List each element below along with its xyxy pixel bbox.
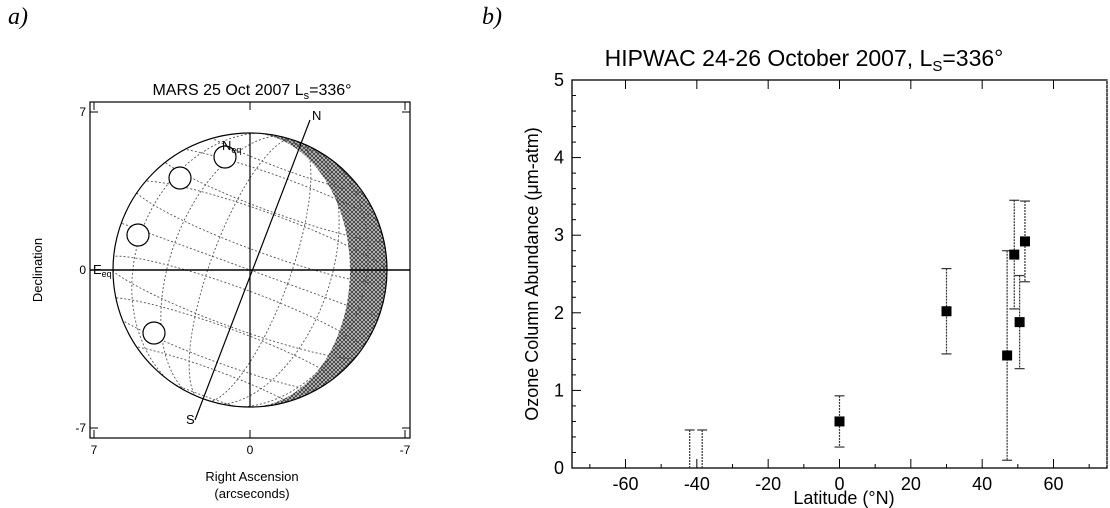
a-x-tick-label: -7 [400,443,411,457]
y-tick-label: 5 [554,70,564,90]
north-eq-label: Neq [222,138,241,155]
x-tick-label: 20 [901,474,921,494]
x-tick-label: 40 [972,474,992,494]
x-tick-label: -40 [684,474,710,494]
south-pole-label: S [186,412,195,427]
a-y-tick-label: 0 [79,263,86,277]
data-point [1014,317,1025,328]
panel-a-title: MARS 25 Oct 2007 Ls=336° [152,82,351,102]
a-x-tick-label: 0 [247,443,254,457]
a-x-tick-label: 7 [91,443,98,457]
data-point [1002,350,1013,361]
north-pole-label: N [312,108,321,123]
polar-axis [194,119,311,421]
mars-disk-diagram: MARS 25 Oct 2007 Ls=336° [30,82,411,501]
panel-a-letter: a) [8,4,28,30]
x-tick-label: -20 [755,474,781,494]
x-tick-label: 60 [1043,474,1063,494]
data-point [834,416,845,427]
x-tick-label: -60 [612,474,638,494]
y-tick-label: 1 [554,380,564,400]
a-x-axis-label-units: (arcseconds) [214,486,289,501]
y-tick-label: 3 [554,225,564,245]
a-y-tick-label: -7 [75,421,86,435]
beam-circle [142,321,166,345]
data-point [941,306,952,317]
y-tick-label: 2 [554,303,564,323]
x-tick-label: 0 [834,474,844,494]
a-y-axis-label: Declination [30,238,45,302]
east-eq-label: Eeq [93,262,112,279]
y-tick-label: 0 [554,458,564,478]
data-point [1019,236,1030,247]
beam-circle [126,223,150,247]
beam-circle [168,166,192,190]
data-point [1009,249,1020,260]
chart-title: HIPWAC 24-26 October 2007, LS=336° [605,45,1004,75]
beam-circle [213,145,237,169]
x-axis-label: Latitude (°N) [793,488,894,508]
a-y-tick-label: 7 [79,105,86,119]
y-axis-label: Ozone Column Abundance (μm-atm) [522,127,542,421]
a-x-axis-label: Right Ascension [205,469,298,484]
y-tick-label: 4 [554,148,564,168]
panel-b-letter: b) [482,4,502,30]
ozone-chart: HIPWAC 24-26 October 2007, LS=336° -60 -4… [522,45,1108,508]
